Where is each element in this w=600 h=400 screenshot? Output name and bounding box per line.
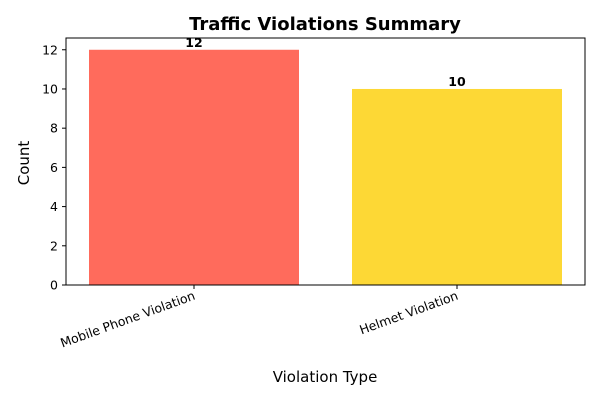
bar-1 bbox=[352, 88, 562, 285]
data-label-1: 10 bbox=[448, 74, 466, 89]
y-tick-label-3: 6 bbox=[50, 160, 58, 175]
y-tick-label-5: 10 bbox=[42, 81, 58, 96]
y-tick-label-0: 0 bbox=[50, 278, 58, 293]
y-tick-label-4: 8 bbox=[50, 121, 58, 136]
chart-title: Traffic Violations Summary bbox=[189, 14, 461, 35]
x-axis-label: Violation Type bbox=[273, 368, 378, 386]
x-tick-label-0: Mobile Phone Violation bbox=[58, 288, 197, 351]
y-tick-label-6: 12 bbox=[42, 42, 58, 57]
y-axis-label: Count bbox=[15, 141, 33, 186]
x-tick-label-1: Helmet Violation bbox=[357, 288, 460, 338]
plot-area: 12 Mobile Phone Violation 10 Helmet Violati… bbox=[42, 35, 586, 351]
bar-0 bbox=[89, 49, 299, 286]
data-label-0: 12 bbox=[185, 35, 202, 50]
y-tick-label-1: 2 bbox=[50, 238, 58, 253]
y-tick-label-2: 4 bbox=[50, 199, 58, 214]
axes-frame bbox=[65, 37, 586, 286]
